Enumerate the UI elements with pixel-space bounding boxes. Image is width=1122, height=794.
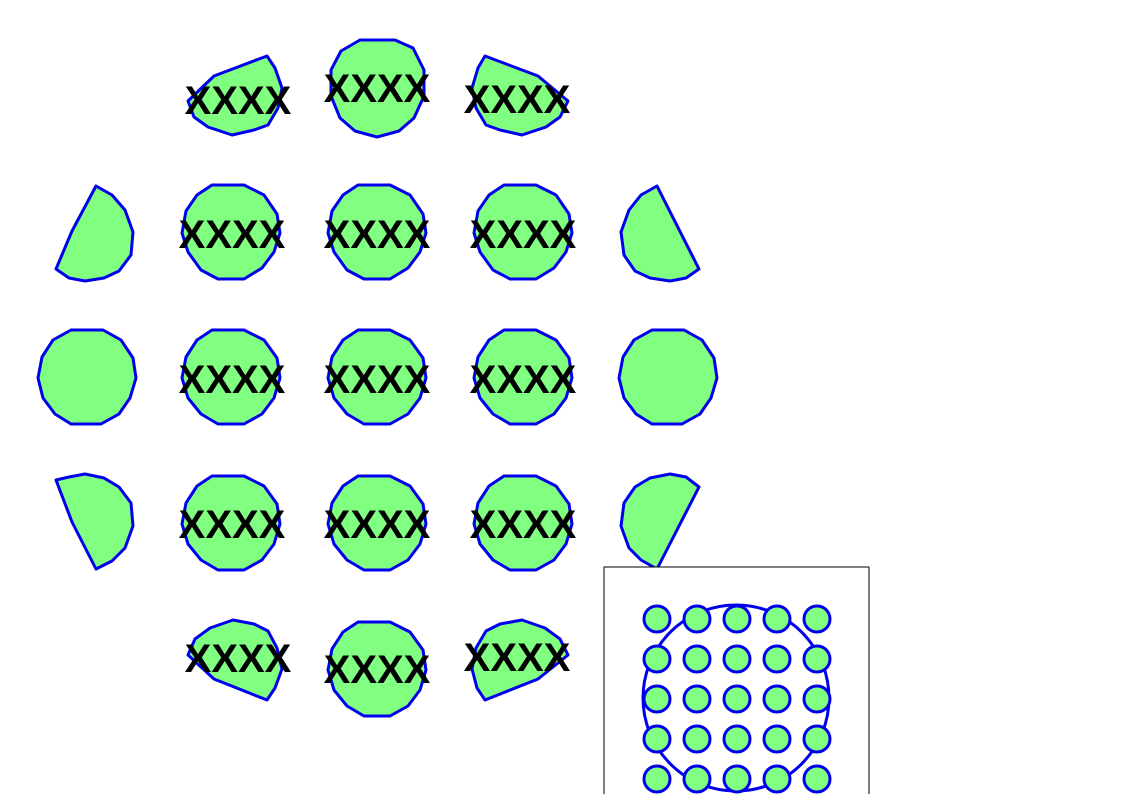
cell-r2c2: XXXX	[179, 183, 286, 281]
blob-shape	[329, 38, 426, 139]
blob-shape	[326, 328, 428, 426]
inset-dot	[802, 764, 832, 794]
blob-shape	[470, 54, 570, 137]
blob-shape	[186, 618, 284, 702]
blob-shape	[472, 328, 574, 426]
blob-label: XXXX	[324, 648, 431, 692]
inset-dot	[682, 604, 712, 634]
inset-dot	[762, 724, 792, 754]
inset-dot	[682, 724, 712, 754]
blob-shape	[186, 54, 284, 137]
inset-dot	[722, 764, 752, 794]
blob-label: XXXX	[470, 213, 577, 257]
blob-label: XXXX	[470, 503, 577, 547]
cell-r5c2: XXXX	[185, 618, 292, 702]
blob-shape	[54, 472, 135, 571]
blob-shape	[326, 183, 428, 281]
blob-label: XXXX	[185, 79, 292, 123]
blob-label: XXXX	[179, 213, 286, 257]
cell-r5c3: XXXX	[324, 620, 431, 718]
blob-shape	[36, 328, 138, 426]
inset-dot	[722, 724, 752, 754]
blob-shape	[180, 183, 282, 281]
cell-r4c3: XXXX	[324, 474, 431, 572]
cell-r2c1	[54, 184, 135, 283]
inset-dot	[762, 604, 792, 634]
inset-dot	[722, 604, 752, 634]
inset-dot	[682, 644, 712, 674]
blob-label: XXXX	[464, 78, 571, 122]
cell-r4c4: XXXX	[470, 474, 577, 572]
inset-dot	[802, 724, 832, 754]
cell-r5c4: XXXX	[464, 618, 571, 702]
inset-dot	[682, 684, 712, 714]
inset-dot	[762, 764, 792, 794]
inset-panel	[603, 566, 870, 794]
cell-r3c5	[617, 328, 719, 426]
cell-r3c1	[36, 328, 138, 426]
inset-dot	[762, 684, 792, 714]
cell-r4c2: XXXX	[179, 474, 286, 572]
blob-shape	[326, 474, 428, 572]
blob-shape	[180, 474, 282, 572]
blob-label: XXXX	[324, 358, 431, 402]
inset-dot	[802, 684, 832, 714]
blob-label: XXXX	[324, 213, 431, 257]
blob-label: XXXX	[324, 67, 431, 111]
blob-shape	[619, 184, 701, 283]
blob-label: XXXX	[179, 358, 286, 402]
inset-dot	[722, 684, 752, 714]
blob-shape	[617, 328, 719, 426]
inset-dot	[802, 644, 832, 674]
cell-r2c4: XXXX	[470, 183, 577, 281]
blob-shape	[180, 328, 282, 426]
cell-r1c2: XXXX	[185, 54, 292, 137]
blob-shape	[326, 620, 428, 718]
blob-shape	[619, 472, 701, 571]
inset-dot	[682, 764, 712, 794]
inset-dot	[642, 604, 672, 634]
blob-shape	[470, 618, 570, 702]
blob-label: XXXX	[179, 503, 286, 547]
inset-dot	[642, 724, 672, 754]
cell-r2c3: XXXX	[324, 183, 431, 281]
inset-dot	[642, 684, 672, 714]
inset-dot	[642, 644, 672, 674]
blob-label: XXXX	[324, 503, 431, 547]
cell-r3c2: XXXX	[179, 328, 286, 426]
blob-label: XXXX	[470, 358, 577, 402]
inset-dot	[802, 604, 832, 634]
cell-r4c5	[619, 472, 701, 571]
cell-r3c3: XXXX	[324, 328, 431, 426]
blob-label: XXXX	[185, 637, 292, 681]
blob-shape	[472, 183, 574, 281]
blob-shape	[54, 184, 135, 283]
inset-dot	[722, 644, 752, 674]
cell-r1c3: XXXX	[324, 38, 431, 139]
inset-dot	[642, 764, 672, 794]
inset-dot-grid	[642, 604, 832, 794]
cell-r2c5	[619, 184, 701, 283]
blob-label: XXXX	[464, 636, 571, 680]
cell-r4c1	[54, 472, 135, 571]
blob-shape	[472, 474, 574, 572]
cell-r3c4: XXXX	[470, 328, 577, 426]
inset-dot	[762, 644, 792, 674]
cell-r1c4: XXXX	[464, 54, 571, 137]
